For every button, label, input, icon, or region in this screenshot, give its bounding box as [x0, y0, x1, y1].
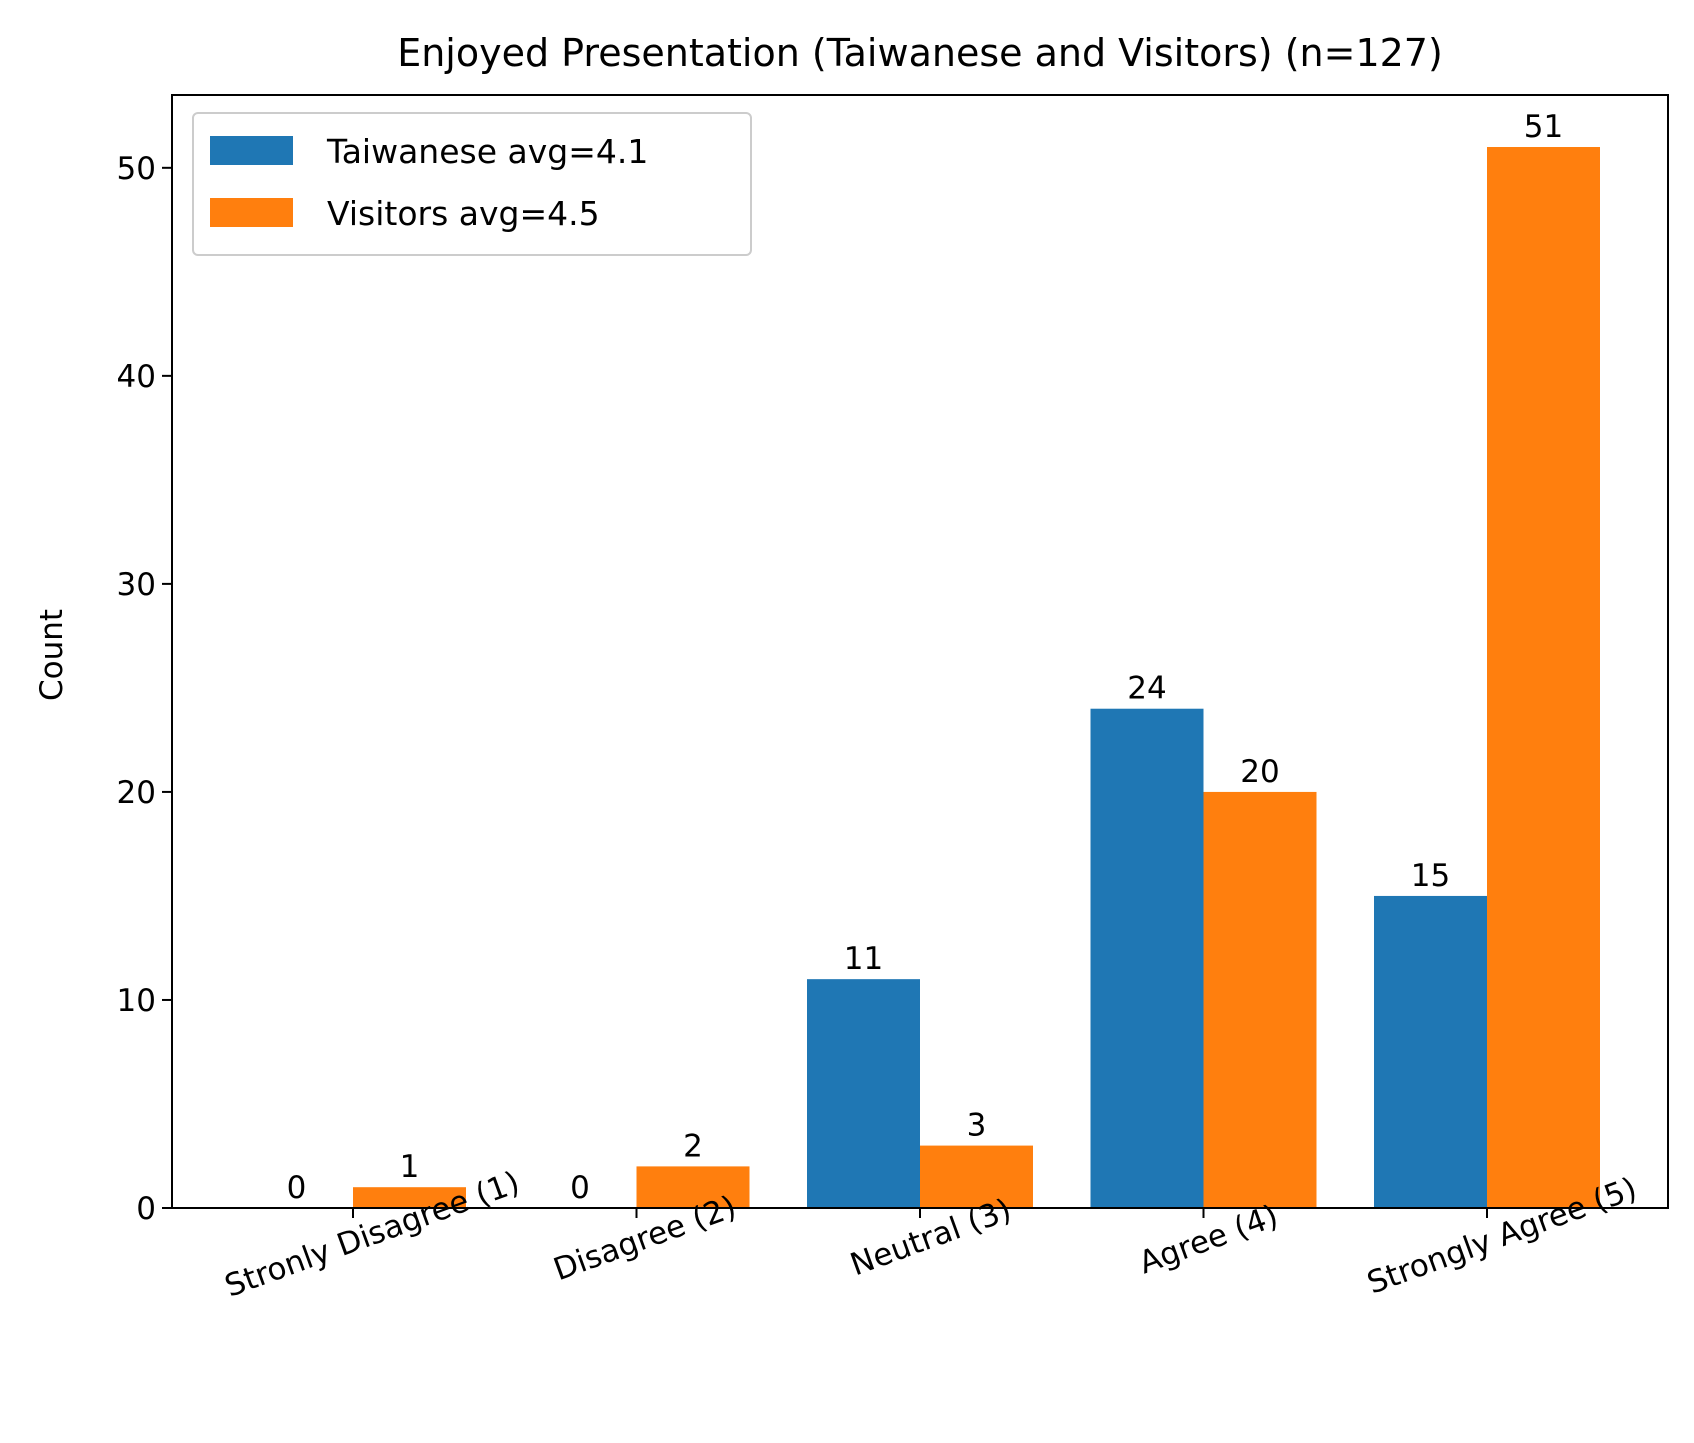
bar-series1-cat3: [1203, 791, 1317, 1208]
legend-swatch-1: [210, 198, 293, 227]
data-label-series1-cat0: 1: [400, 1149, 420, 1185]
x-tick-label-0: Stronly Disagree (1): [220, 1165, 524, 1305]
x-tick-label-3: Agree (4): [1134, 1198, 1282, 1281]
data-label-series1-cat2: 3: [967, 1108, 987, 1144]
plot-frame: [171, 94, 1669, 1209]
legend: Taiwanese avg=4.1 Visitors avg=4.5: [192, 112, 752, 256]
bar-series0-cat2: [807, 979, 920, 1208]
y-axis: 0 10 20 30 40 50: [117, 151, 172, 1227]
data-label-series0-cat2: 11: [844, 941, 883, 977]
y-tick-label-4: 40: [117, 359, 156, 395]
data-label-series1-cat4: 51: [1524, 109, 1563, 145]
y-axis-label: Count: [34, 609, 70, 701]
data-label-series1-cat3: 20: [1240, 754, 1279, 790]
y-tick-label-2: 20: [117, 775, 156, 811]
bar-series0-cat4: [1374, 895, 1487, 1208]
data-label-series1-cat1: 2: [683, 1128, 703, 1164]
data-label-series0-cat3: 24: [1127, 671, 1166, 707]
bar-series1-cat2: [920, 1145, 1033, 1208]
legend-box: [192, 112, 752, 256]
legend-swatch-0: [210, 136, 293, 165]
data-label-series0-cat4: 15: [1411, 858, 1450, 894]
legend-label-0: Taiwanese avg=4.1: [326, 132, 648, 171]
bar-series0-cat3: [1090, 708, 1204, 1208]
y-tick-label-0: 0: [136, 1191, 156, 1227]
y-tick-label-5: 50: [117, 151, 156, 187]
chart-title: Enjoyed Presentation (Taiwanese and Visi…: [397, 31, 1443, 75]
data-labels-group: 0 0 11 24 15 1 2 3 20 51: [287, 109, 1564, 1206]
bar-series1-cat1: [636, 1166, 750, 1208]
bar-series1-cat4: [1487, 147, 1600, 1209]
legend-label-1: Visitors avg=4.5: [327, 194, 600, 233]
data-label-series0-cat1: 0: [570, 1170, 590, 1206]
data-label-series0-cat0: 0: [287, 1170, 307, 1206]
bars-group: [353, 147, 1600, 1209]
y-tick-label-3: 30: [117, 567, 156, 603]
y-tick-label-1: 10: [117, 983, 156, 1019]
bar-series1-cat0: [353, 1187, 466, 1208]
